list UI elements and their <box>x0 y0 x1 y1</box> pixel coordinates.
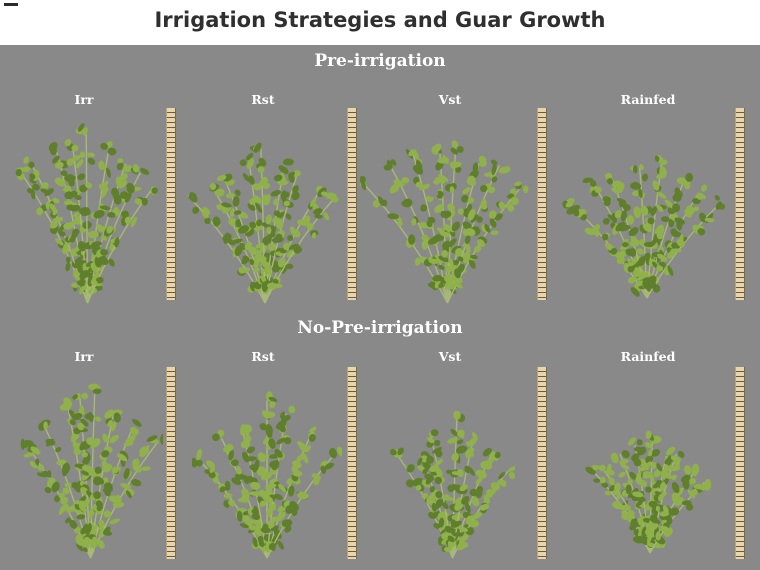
treatment-label-rst-pre: Rst <box>251 92 275 107</box>
treatment-label-rainfed-nopre: Rainfed <box>620 349 676 364</box>
measuring-ruler <box>735 108 745 300</box>
treatment-label-rainfed-pre: Rainfed <box>620 92 676 107</box>
measuring-ruler <box>347 367 357 559</box>
measuring-ruler <box>537 108 547 300</box>
measuring-ruler <box>735 367 745 559</box>
measuring-ruler <box>166 108 176 300</box>
treatment-label-vst-nopre: Vst <box>438 349 462 364</box>
section-title-no-pre-irrigation: No-Pre-irrigation <box>297 318 463 338</box>
guar-plant-photo <box>360 140 529 304</box>
guar-plant-photo <box>15 123 158 304</box>
corner-mark <box>4 3 18 6</box>
measuring-ruler <box>537 367 547 559</box>
guar-plant-photo <box>20 383 163 559</box>
guar-plant-photo <box>187 142 339 304</box>
treatment-label-rst-nopre: Rst <box>251 349 275 364</box>
guar-plant-photo <box>390 410 515 559</box>
treatment-label-vst-pre: Vst <box>438 92 462 107</box>
section-title-pre-irrigation: Pre-irrigation <box>314 51 446 71</box>
treatment-label-irr-nopre: Irr <box>74 349 94 364</box>
guar-plant-photo <box>585 430 712 554</box>
photo-panel: Pre-irrigation Irr Rst Vst Rainfed No-Pr… <box>0 45 760 570</box>
measuring-ruler <box>166 367 176 559</box>
figure-title: Irrigation Strategies and Guar Growth <box>154 8 606 32</box>
guar-plant-photo <box>562 154 726 299</box>
treatment-label-irr-pre: Irr <box>74 92 94 107</box>
guar-plant-photo <box>192 391 342 559</box>
measuring-ruler <box>347 108 357 300</box>
